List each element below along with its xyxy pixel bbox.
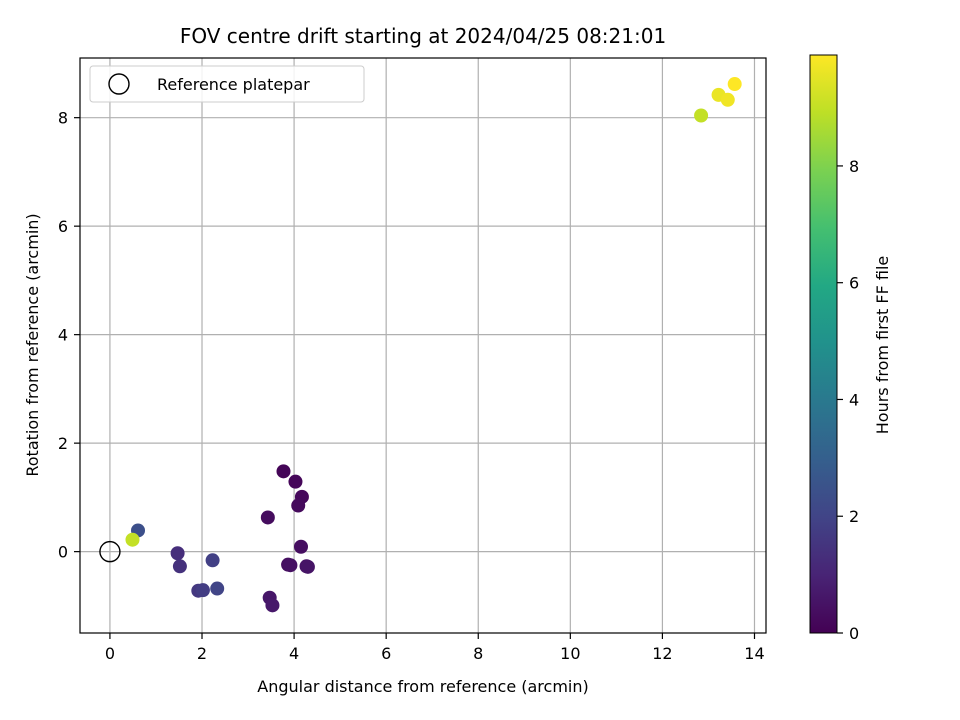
colorbar-tick-label: 8: [849, 157, 859, 176]
data-point: [172, 559, 187, 574]
data-point: [205, 553, 220, 568]
y-tick-label: 4: [58, 326, 68, 345]
colorbar-tick-label: 4: [849, 390, 859, 409]
legend-reference-marker: [108, 73, 130, 95]
x-axis-title: Angular distance from reference (arcmin): [257, 677, 588, 696]
data-point: [727, 77, 742, 92]
y-tick-label: 6: [58, 217, 68, 236]
legend-label-reference-platepar: Reference platepar: [157, 75, 310, 94]
y-axis-title: Rotation from reference (arcmin): [23, 213, 42, 476]
x-tick-label: 8: [473, 644, 483, 663]
x-tick-label: 14: [744, 644, 764, 663]
x-tick-label: 4: [289, 644, 299, 663]
x-tick-label: 0: [105, 644, 115, 663]
colorbar: 0 2 4 6 8 Hours from first FF file: [809, 54, 892, 643]
colorbar-tick-label: 0: [849, 624, 859, 643]
data-point: [260, 510, 275, 525]
data-point: [125, 532, 140, 547]
y-tick-label: 2: [58, 434, 68, 453]
data-point: [300, 559, 315, 574]
reference-platepar-marker: [99, 540, 121, 563]
colorbar-ticks: 0 2 4 6 8: [837, 157, 859, 643]
data-point: [276, 464, 291, 479]
legend-box: [89, 65, 365, 103]
axis-ticks: 0 2 4 6 8 10 12 14 0 2 4 6 8: [58, 109, 765, 663]
data-point: [291, 498, 306, 513]
grid-lines: [80, 58, 766, 633]
data-point: [288, 474, 303, 489]
x-tick-label: 10: [560, 644, 580, 663]
colorbar-label: Hours from first FF file: [873, 256, 892, 435]
y-tick-label: 8: [58, 109, 68, 128]
data-point: [283, 558, 298, 573]
x-tick-label: 12: [652, 644, 672, 663]
data-point: [293, 539, 308, 554]
data-point: [720, 92, 735, 107]
x-tick-label: 2: [197, 644, 207, 663]
y-tick-label: 0: [58, 543, 68, 562]
data-point: [210, 581, 225, 596]
data-point: [265, 598, 280, 613]
data-point: [694, 108, 709, 123]
colorbar-tick-label: 2: [849, 507, 859, 526]
data-points: [99, 77, 742, 613]
plot-frame: [79, 57, 767, 634]
legend: Reference platepar: [89, 65, 365, 103]
colorbar-tick-label: 6: [849, 274, 859, 293]
data-point: [170, 546, 185, 561]
data-point: [195, 583, 210, 598]
x-tick-label: 6: [381, 644, 391, 663]
chart-title: FOV centre drift starting at 2024/04/25 …: [180, 24, 666, 48]
colorbar-gradient: [809, 54, 838, 634]
